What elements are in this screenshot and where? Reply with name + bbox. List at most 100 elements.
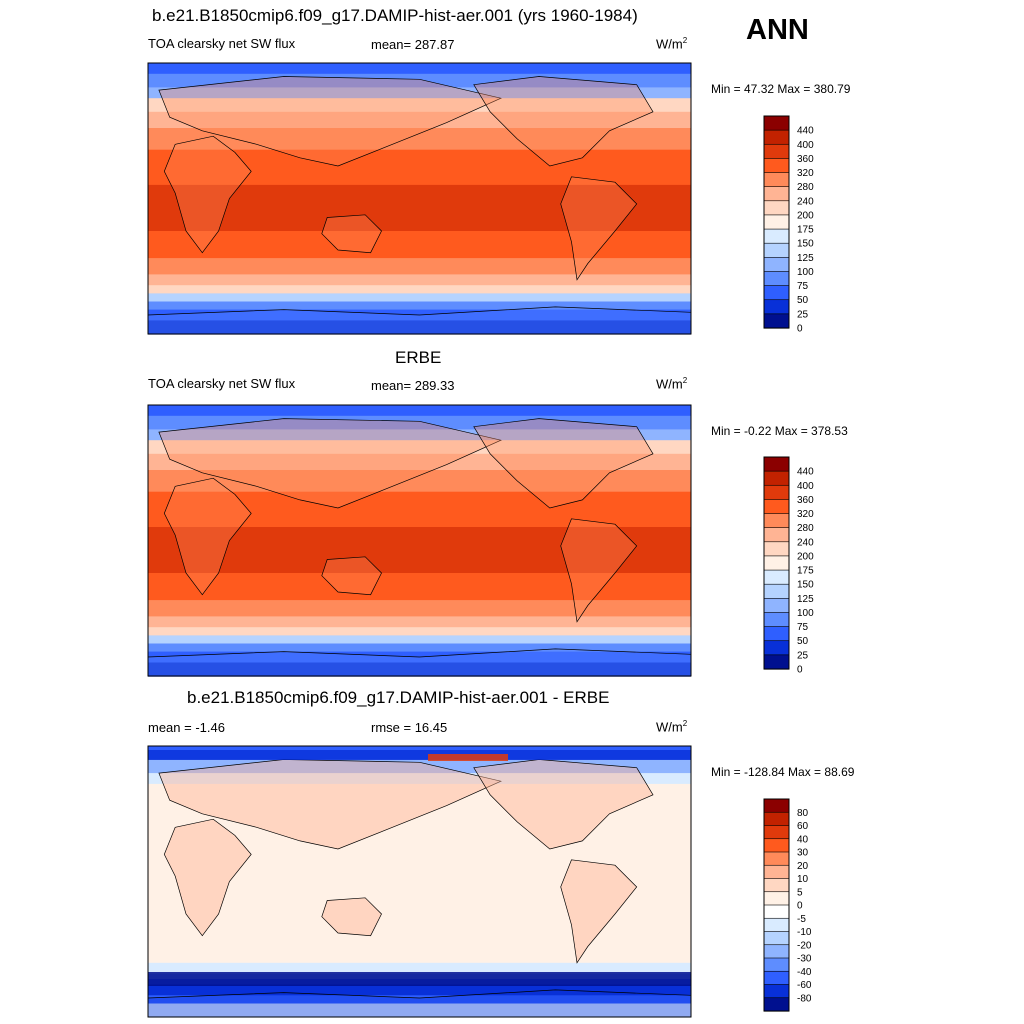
continent-outline (321, 556, 382, 596)
colorbar-tick-label: 175 (797, 566, 814, 577)
anomaly-strip (148, 750, 691, 760)
map-band (148, 773, 691, 785)
panel3-units: W/m2 (656, 719, 688, 735)
colorbar-tick-label: 320 (797, 509, 814, 520)
colorbar-swatch (763, 811, 790, 827)
colorbar-swatch (763, 944, 790, 959)
colorbar-swatch (763, 891, 790, 906)
colorbar-tick-label: 440 (797, 467, 814, 478)
map-band (148, 562, 691, 574)
map-band (148, 415, 691, 430)
colorbar-tick-label: 50 (797, 295, 809, 306)
colorbar-swatch (763, 555, 790, 571)
panel3-mean: mean = -1.46 (148, 720, 225, 735)
colorbar-swatch (763, 626, 790, 642)
colorbar-swatch (763, 484, 790, 500)
colorbar-tick-label: 0 (797, 901, 803, 912)
colorbar-swatch (763, 798, 790, 813)
map-band (148, 63, 691, 75)
map-band (148, 405, 691, 417)
colorbar-tick-label: 60 (797, 821, 809, 832)
map-band (148, 984, 691, 996)
colorbar-swatch (763, 271, 790, 287)
colorbar-tick-label: 75 (797, 622, 809, 633)
colorbar-tick-label: 200 (797, 210, 814, 221)
continent-outline (321, 897, 382, 937)
map-band (148, 285, 691, 294)
colorbar-swatch (763, 997, 790, 1012)
map-frame (147, 62, 692, 335)
map-band (148, 220, 691, 232)
map-band (148, 231, 691, 259)
colorbar-tick-label: 5 (797, 887, 803, 898)
colorbar-swatch (763, 640, 790, 656)
colorbar-swatch (763, 299, 790, 315)
colorbar-swatch (763, 242, 790, 258)
map-panel-3 (147, 745, 692, 1018)
map-band (148, 87, 691, 99)
panel2-mean: mean= 289.33 (371, 378, 455, 393)
colorbar-tick-label: -5 (797, 914, 806, 925)
continent-outline (163, 135, 252, 254)
continent-outline (163, 477, 252, 596)
colorbar-tick-label: 50 (797, 636, 809, 647)
colorbar-tick-label: 75 (797, 281, 809, 292)
map-band (148, 1003, 691, 1018)
panel2-field-label: TOA clearsky net SW flux (148, 376, 296, 391)
colorbar-swatch (763, 186, 790, 202)
map-band (148, 301, 691, 311)
colorbar-tick-label: 80 (797, 808, 809, 819)
colorbar-2: 440 400 360 320 280 240 200 175 150 125 100 75 50 25 0 (763, 456, 814, 676)
colorbar-tick-label: -30 (797, 954, 812, 965)
map-frame (147, 745, 692, 1018)
colorbar-swatch (763, 200, 790, 216)
panel3-minmax: Min = -128.84 Max = 88.69 (711, 765, 855, 779)
map-frame (147, 404, 692, 677)
colorbar-swatch (763, 569, 790, 585)
map-panel-2 (147, 404, 692, 677)
colorbar-tick-label: 150 (797, 580, 814, 591)
map-band (148, 600, 691, 617)
colorbar-swatch (763, 456, 790, 472)
colorbar-tick-label: 30 (797, 848, 809, 859)
map-band (148, 527, 691, 563)
continent-outline (560, 176, 638, 281)
colorbar-swatch (763, 851, 790, 866)
map-band (148, 429, 691, 441)
colorbar-swatch (763, 541, 790, 557)
panel2-minmax: Min = -0.22 Max = 378.53 (711, 424, 848, 438)
colorbar-frame (763, 798, 790, 1012)
colorbar-swatch (763, 984, 790, 999)
colorbar-swatch (763, 878, 790, 893)
colorbar-tick-label: 440 (797, 126, 814, 137)
map-band (148, 98, 691, 113)
panel2-units: W/m2 (656, 376, 688, 392)
colorbar-tick-label: 10 (797, 874, 809, 885)
colorbar-swatch (763, 527, 790, 543)
map-band (148, 616, 691, 628)
season-label: ANN (746, 14, 809, 46)
colorbar-swatch (763, 904, 790, 919)
colorbar-swatch (763, 158, 790, 174)
anomaly-strip (148, 972, 691, 986)
colorbar-swatch (763, 825, 790, 840)
map-band (148, 491, 691, 528)
map-band (148, 149, 691, 186)
map-band (148, 320, 691, 335)
map-band (148, 662, 691, 677)
continent-outline (158, 759, 502, 850)
colorbar-tick-label: -10 (797, 927, 812, 938)
map-band (148, 111, 691, 129)
colorbar-swatch (763, 115, 790, 131)
continent-outline (158, 418, 502, 509)
continent-outline (163, 818, 252, 937)
continent-outline (560, 859, 638, 964)
colorbar-tick-label: -60 (797, 980, 812, 991)
colorbar-swatch (763, 228, 790, 244)
map-band (148, 128, 691, 151)
colorbar-swatch (763, 214, 790, 230)
panel1-field-label: TOA clearsky net SW flux (148, 36, 296, 51)
colorbar-tick-label: 200 (797, 551, 814, 562)
colorbar-swatch (763, 470, 790, 486)
map-band (148, 258, 691, 275)
